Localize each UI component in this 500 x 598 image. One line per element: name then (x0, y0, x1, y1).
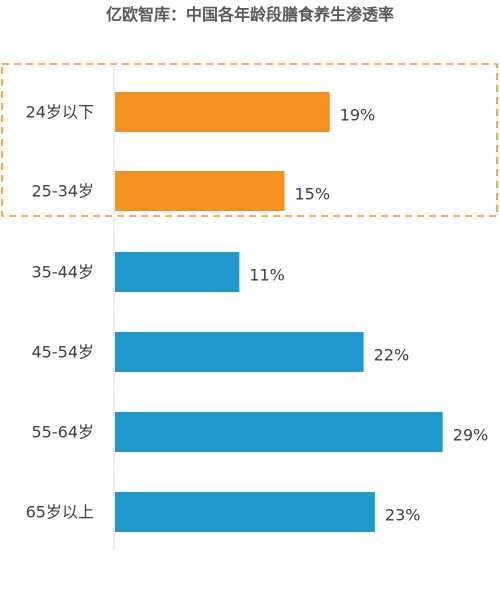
bar (115, 332, 364, 372)
bar (115, 492, 375, 532)
bar (115, 252, 240, 292)
bars-group (115, 92, 443, 532)
y-tick-label: 35-44岁 (32, 263, 95, 282)
y-tick-label: 25-34岁 (32, 182, 95, 201)
y-tick-label: 24岁以下 (26, 103, 94, 122)
chart-title: 亿欧智库：中国各年龄段膳食养生渗透率 (105, 5, 394, 24)
y-tick-labels: 24岁以下 25-34岁 35-44岁 45-54岁 55-64岁 65岁以上 (26, 103, 94, 522)
data-label: 19% (340, 106, 376, 125)
y-tick-label: 65岁以上 (26, 503, 94, 522)
data-label: 22% (374, 346, 410, 365)
bar (115, 171, 285, 211)
data-label: 23% (385, 506, 421, 525)
highlight-box (1, 63, 498, 217)
data-label: 15% (295, 185, 331, 204)
bar (115, 412, 443, 452)
y-tick-label: 45-54岁 (32, 343, 95, 362)
data-label: 11% (249, 266, 285, 285)
data-labels: 19% 15% 11% 22% 29% 23% (249, 106, 488, 525)
data-label: 29% (453, 426, 489, 445)
y-tick-label: 55-64岁 (32, 423, 95, 442)
bar (115, 92, 330, 132)
